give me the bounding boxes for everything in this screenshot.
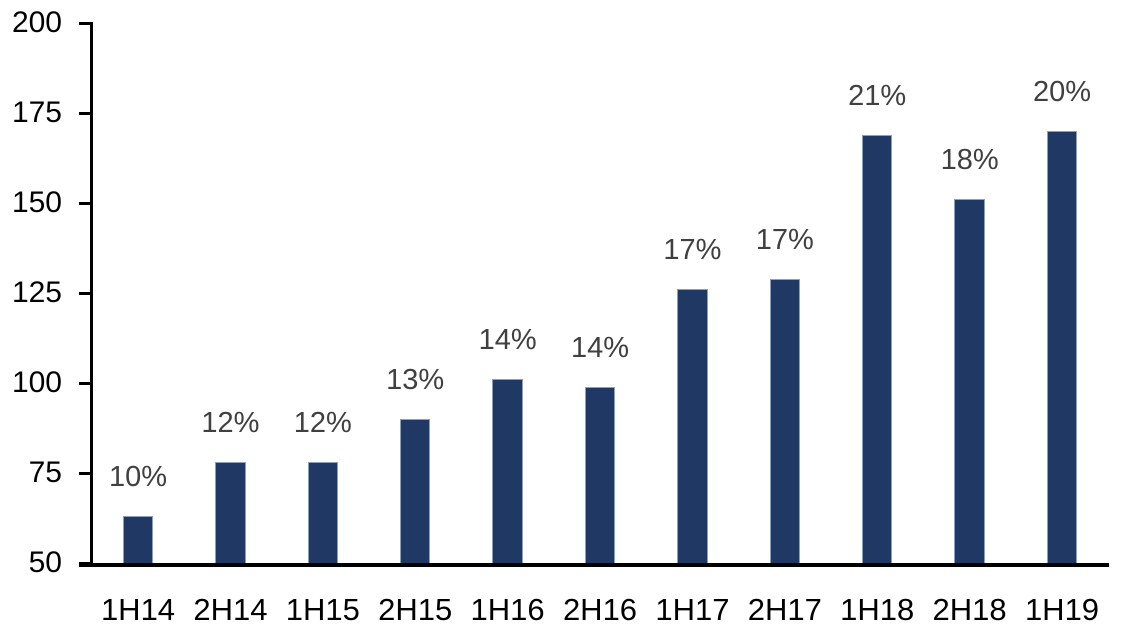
y-axis-tick-mark (79, 471, 91, 475)
y-axis-tick-label: 75 (28, 456, 62, 489)
y-axis-line (90, 21, 93, 567)
data-label-1H16: 14% (478, 324, 537, 357)
data-label-2H15: 13% (386, 364, 445, 396)
x-axis-label-1H18: 1H18 (840, 592, 915, 627)
y-axis-tick-label: 175 (11, 96, 62, 129)
x-axis-label-2H16: 2H16 (562, 592, 638, 627)
y-axis-tick-label: 50 (28, 546, 62, 579)
data-label-1H14: 10% (108, 461, 168, 494)
bar-1H16 (492, 379, 523, 563)
data-label-2H14: 12% (201, 407, 260, 440)
y-axis-tick-label: 150 (11, 186, 62, 219)
x-axis-label-2H18: 2H18 (932, 592, 1007, 627)
y-axis-tick-mark (79, 111, 91, 115)
bar-2H16 (584, 386, 616, 563)
bar-1H19 (1046, 131, 1078, 563)
bar-2H18 (954, 199, 985, 563)
x-axis-label-2H15: 2H15 (378, 592, 453, 627)
x-axis-label-2H14: 2H14 (193, 592, 268, 627)
y-axis-tick-mark (79, 291, 91, 295)
y-axis-tick-label: 100 (11, 366, 62, 399)
x-axis-label-1H17: 1H17 (655, 592, 730, 627)
y-axis-tick-mark (79, 21, 91, 25)
data-label-2H17: 17% (755, 223, 814, 256)
x-axis-label-1H16: 1H16 (470, 592, 545, 627)
bar-2H15 (399, 419, 431, 563)
bar-1H15 (307, 462, 339, 563)
x-axis-line (79, 563, 1109, 567)
bar-1H14 (122, 516, 154, 563)
x-axis-label-1H14: 1H14 (100, 592, 176, 627)
data-label-1H15: 12% (293, 407, 352, 440)
bar-2H17 (769, 278, 801, 563)
bar-1H17 (677, 289, 708, 563)
bar-2H14 (215, 462, 246, 563)
y-axis-tick-label: 125 (11, 276, 62, 309)
data-label-1H17: 17% (663, 234, 722, 267)
y-axis-tick-label: 200 (11, 6, 62, 39)
data-label-2H18: 18% (940, 144, 999, 177)
data-label-1H19: 20% (1032, 76, 1092, 108)
x-axis-label-2H17: 2H17 (747, 592, 822, 627)
y-axis-tick-mark (79, 381, 91, 385)
data-label-2H16: 14% (570, 331, 630, 364)
bar-1H18 (861, 134, 893, 563)
data-label-1H18: 21% (848, 79, 907, 112)
y-axis-tick-mark (79, 201, 91, 205)
x-axis-label-1H19: 1H19 (1024, 592, 1100, 627)
x-axis-label-1H15: 1H15 (285, 592, 360, 627)
